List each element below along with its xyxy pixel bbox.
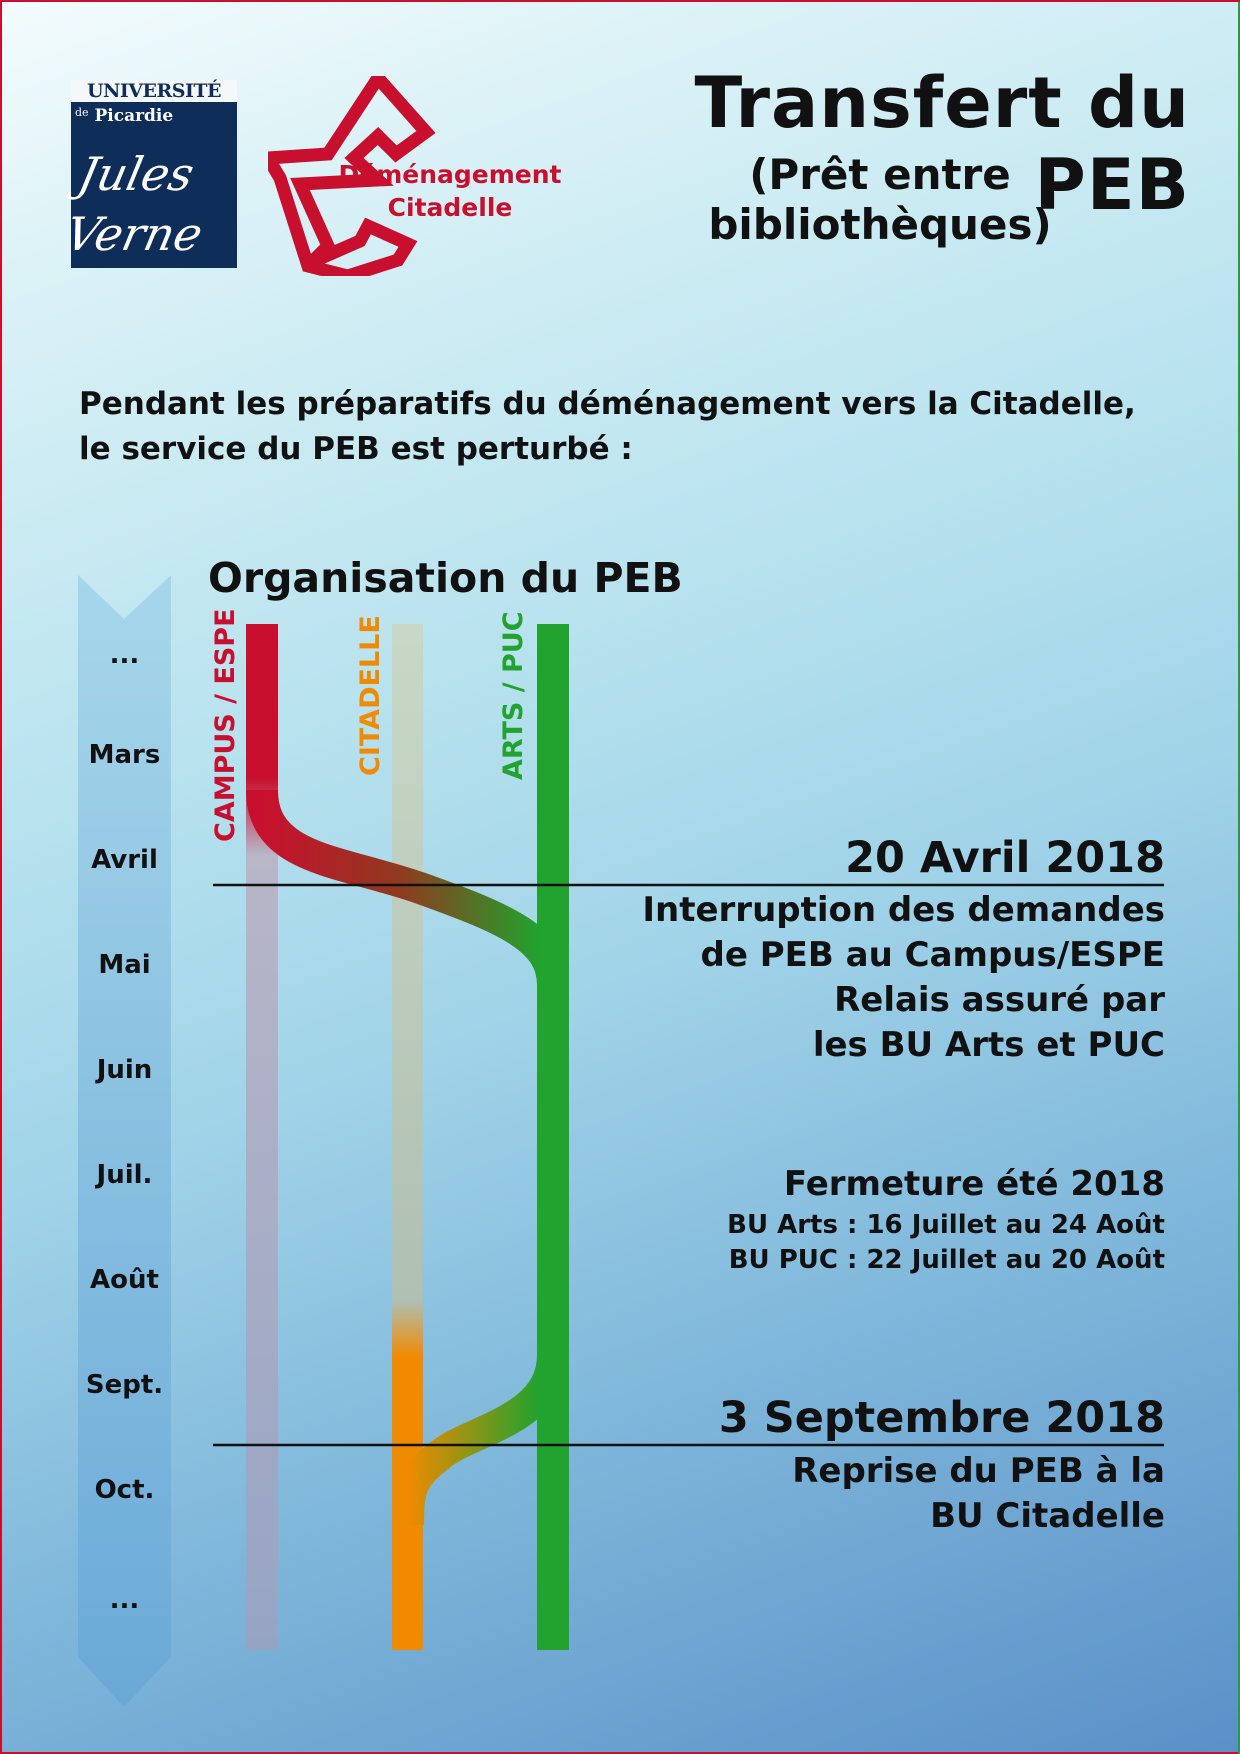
month-label: ... [109,1585,140,1615]
page-subtitle-line1: (Prêt entre [749,150,1011,199]
event-description: Interruption des demandes de PEB au Camp… [642,888,1165,1068]
event-line: BU Arts : 16 Juillet au 24 Août [727,1210,1165,1240]
track-campus [246,624,278,1650]
month-label: Oct. [94,1475,155,1505]
intro-line2: le service du PEB est perturbé : [79,431,633,467]
transition-campus-to-arts [246,789,569,987]
timeline-title: Organisation du PEB [208,554,683,602]
month-label: Août [90,1265,159,1295]
transition-arts-to-citadelle [392,1353,569,1526]
page-subtitle: (Prêt entre bibliothèques) [620,150,1140,250]
citadelle-logo-line2: Citadelle [387,193,513,222]
event-date: 20 Avril 2018 [845,833,1165,883]
month-label: Sept. [85,1370,164,1400]
track-label-citadelle: CITADELLE [355,615,386,776]
event-title: Fermeture été 2018 [783,1164,1165,1204]
university-logo-picardie: Picardie [94,106,174,126]
event-description: Reprise du PEB à la BU Citadelle [792,1449,1165,1539]
intro-line1: Pendant les préparatifs du déménagement … [79,386,1136,422]
university-logo-prefix: de [75,106,89,119]
event-line: Reprise du PEB à la [792,1451,1165,1491]
intro-text: Pendant les préparatifs du déménagement … [79,382,1219,472]
citadelle-logo-line1: Déménagement [338,160,562,189]
event-description: BU Arts : 16 Juillet au 24 Août BU PUC :… [727,1208,1165,1278]
month-arrow-shape [78,575,171,1707]
month-label: Avril [91,845,158,875]
month-label: Mai [98,950,151,980]
event-line: de PEB au Campus/ESPE [700,935,1166,975]
citadelle-logo-text: Déménagement Citadelle [320,158,580,224]
university-logo: UNIVERSITÉ de Picardie Jules Verne [61,80,237,268]
page-subtitle-line2: bibliothèques) [708,200,1052,249]
page-title: Transfert du PEB [694,62,1190,226]
university-logo-line2: de Picardie [75,106,173,126]
month-label: ... [109,640,140,670]
event-line: Interruption des demandes [642,890,1165,930]
citadelle-star-icon [268,76,436,276]
event-line: BU Citadelle [930,1496,1165,1536]
month-label: Mars [88,740,161,770]
track-label-campus: CAMPUS / ESPE [210,608,241,842]
event-line: Relais assuré par [834,980,1165,1020]
event-date: 3 Septembre 2018 [718,1393,1165,1443]
event-line: BU PUC : 22 Juillet au 20 Août [728,1245,1165,1275]
month-label: Juin [96,1055,153,1085]
university-logo-line1: UNIVERSITÉ [71,80,237,102]
month-label: Juil. [96,1160,153,1190]
event-line: les BU Arts et PUC [812,1025,1165,1065]
track-label-arts-puc: ARTS / PUC [498,611,529,780]
track-arts-puc [537,624,569,1650]
